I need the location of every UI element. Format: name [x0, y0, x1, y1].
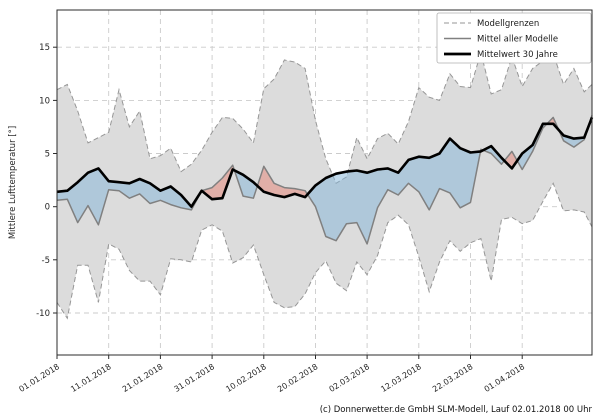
- cold-anomaly-fill: [307, 138, 481, 244]
- x-tick-label: 21.01.2018: [121, 362, 165, 394]
- x-tick-label: 01.04.2018: [483, 362, 527, 394]
- legend-label: Modellgrenzen: [477, 19, 539, 29]
- x-tick-label: 31.01.2018: [173, 362, 217, 394]
- legend-label: Mittel aller Modelle: [477, 35, 558, 45]
- x-tick-label: 01.01.2018: [17, 362, 61, 394]
- y-tick-label: -5: [42, 256, 50, 266]
- cold-anomaly-fill: [234, 170, 258, 199]
- x-tick-label: 10.02.2018: [224, 362, 268, 394]
- y-tick-label: 10: [39, 96, 50, 106]
- chart-caption: (c) Donnerwetter.de GmbH SLM-Modell, Lau…: [320, 405, 593, 415]
- x-tick-label: 22.03.2018: [431, 362, 475, 394]
- model-min-boundary-line: [56, 182, 593, 320]
- x-tick-label: 12.03.2018: [379, 362, 423, 394]
- climate-mean-line: [56, 116, 594, 208]
- y-axis-label: Mittlere Lufttemperatur [°]: [8, 126, 18, 239]
- plot-border: [56, 9, 593, 356]
- x-tick-label: 02.03.2018: [328, 362, 372, 394]
- y-tick-label: 5: [45, 150, 50, 160]
- x-tick-label: 11.01.2018: [69, 362, 113, 394]
- y-tick-label: 0: [45, 203, 50, 213]
- legend-label: Mittelwert 30 Jahre: [477, 50, 558, 60]
- model-max-boundary-line: [56, 50, 593, 185]
- y-tick-label: -10: [36, 309, 50, 319]
- legend: Modellgrenzen Mittel aller Modelle Mittelw…: [436, 12, 592, 64]
- x-tick-label: 20.02.2018: [276, 362, 320, 394]
- cold-anomaly-fill: [57, 168, 202, 225]
- legend-box: [436, 12, 592, 64]
- y-tick-label: 15: [39, 43, 50, 53]
